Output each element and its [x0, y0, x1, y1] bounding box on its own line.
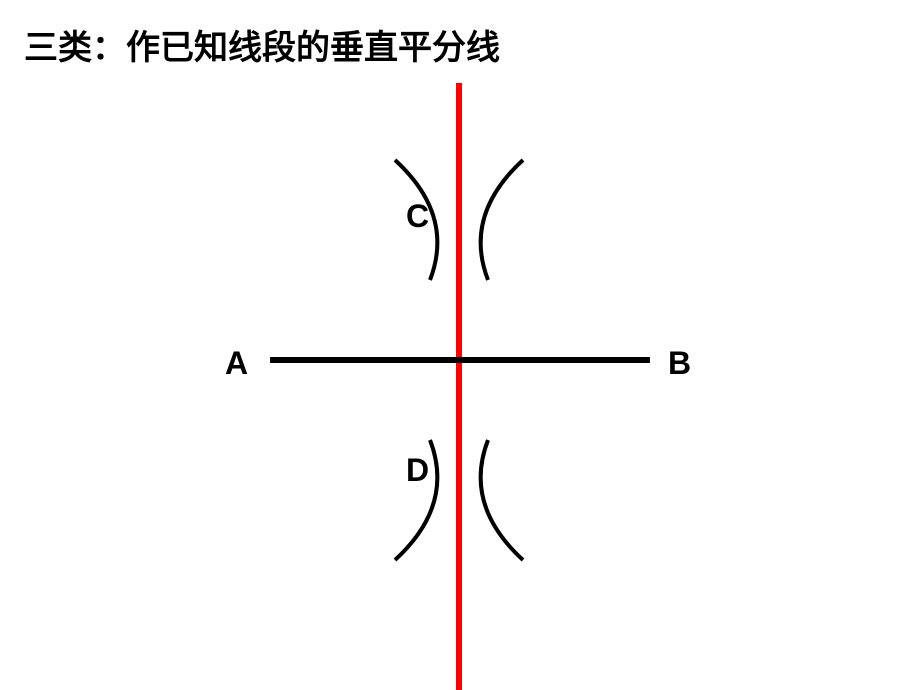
arc-top-right	[481, 160, 523, 280]
label-a: A	[225, 345, 248, 382]
arc-bottom-right	[481, 440, 523, 560]
label-b: B	[668, 345, 691, 382]
page-title: 三类：作已知线段的垂直平分线	[24, 20, 500, 69]
construction-diagram	[0, 0, 920, 690]
label-c: C	[406, 198, 429, 235]
label-d: D	[406, 452, 429, 489]
